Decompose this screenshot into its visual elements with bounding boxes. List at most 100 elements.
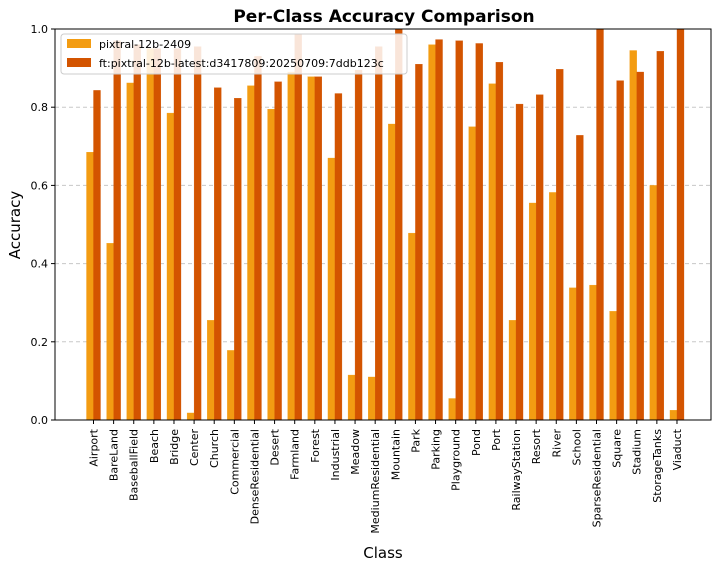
bar-2-railwaystation [515, 103, 524, 421]
bars [86, 28, 685, 421]
bar-1-park [408, 232, 416, 421]
bar-1-baseballfield [126, 82, 134, 421]
x-tick-label: Beach [148, 429, 161, 463]
bar-1-farmland [287, 71, 295, 421]
bar-1-sparseresidential [589, 284, 597, 421]
bar-1-railwaystation [508, 320, 517, 421]
legend-box [60, 33, 408, 75]
x-tick-label: Stadium [631, 429, 644, 475]
x-tick-label: DenseResidential [248, 429, 261, 524]
bar-1-school [569, 287, 577, 421]
bar-2-mountain [395, 28, 403, 421]
bar-1-viaduct [669, 410, 678, 421]
x-tick-label: StorageTanks [651, 429, 664, 503]
bar-1-bareland [106, 243, 114, 421]
bar-2-sparseresidential [596, 28, 604, 421]
bar-2-park [415, 64, 423, 421]
bar-2-industrial [334, 93, 343, 421]
bar-1-storagetanks [649, 185, 658, 421]
x-tick-label: BareLand [108, 429, 121, 481]
bar-2-viaduct [676, 28, 685, 421]
x-axis-title: Class [363, 544, 403, 562]
x-tick-label: Playground [450, 429, 463, 491]
x-axis-ticks: Airport BareLand BaseballField Beach Bridge C… [88, 420, 684, 534]
bar-1-church [207, 320, 215, 421]
bar-2-center [193, 46, 202, 421]
bar-2-church [214, 87, 222, 421]
bar-2-playground [455, 40, 463, 421]
bar-2-desert [274, 81, 282, 421]
bar-1-commercial [227, 350, 235, 421]
x-tick-label: Parking [430, 429, 443, 470]
bar-1-river [549, 192, 557, 421]
x-tick-label: Church [208, 429, 221, 468]
x-tick-label: Center [188, 429, 201, 467]
bar-2-denseresidential [254, 56, 262, 421]
bar-1-mediumresidential [368, 376, 376, 421]
x-tick-label: Park [409, 428, 422, 452]
x-tick-label: MediumResidential [369, 429, 382, 534]
bar-1-port [488, 83, 497, 421]
y-tick-label: 0.6 [31, 179, 49, 192]
bar-2-school [576, 135, 584, 421]
bar-1-square [609, 311, 617, 421]
bar-2-baseballfield [133, 44, 141, 421]
bar-1-beach [146, 48, 155, 421]
legend-swatch-series-2 [67, 58, 91, 67]
y-tick-label: 1.0 [31, 23, 49, 36]
legend: pixtral-12b-2409 ft:pixtral-12b-latest:d… [60, 33, 408, 75]
x-tick-label: BaseballField [128, 429, 141, 501]
bar-2-pond [475, 43, 483, 421]
bar-1-airport [86, 152, 94, 421]
y-axis-ticks: 0.0 0.2 0.4 0.6 0.8 1.0 [31, 23, 55, 427]
bar-2-stadium [636, 71, 644, 421]
bar-1-meadow [347, 374, 356, 421]
bar-2-commercial [234, 98, 242, 421]
bar-1-parking [428, 44, 436, 421]
x-tick-label: Square [611, 429, 624, 468]
x-tick-label: Pond [470, 429, 483, 456]
bar-2-bareland [113, 40, 121, 421]
bar-2-storagetanks [656, 51, 665, 421]
x-tick-label: Meadow [349, 429, 362, 475]
bar-1-mountain [388, 123, 396, 421]
x-tick-label: Farmland [289, 429, 302, 480]
x-tick-label: Resort [530, 428, 543, 464]
x-tick-label: Bridge [168, 429, 181, 465]
x-tick-label: SparseResidential [591, 429, 604, 527]
bar-1-playground [448, 398, 456, 421]
x-tick-label: Industrial [329, 429, 342, 481]
x-tick-label: Desert [269, 428, 282, 465]
legend-swatch-series-1 [67, 39, 91, 48]
bar-1-bridge [166, 112, 175, 421]
y-tick-label: 0.4 [31, 258, 49, 271]
bar-2-resort [535, 94, 544, 421]
x-tick-label: Airport [88, 428, 101, 466]
x-tick-label: RailwayStation [510, 429, 523, 511]
bar-2-river [556, 69, 564, 421]
y-axis-title: Accuracy [6, 191, 24, 260]
x-tick-label: Viaduct [671, 428, 684, 470]
bar-1-resort [528, 202, 537, 421]
bar-2-forest [314, 76, 322, 421]
x-tick-label: School [570, 429, 583, 466]
bar-1-pond [468, 126, 476, 421]
bar-1-center [186, 412, 195, 421]
y-tick-label: 0.0 [31, 414, 49, 427]
y-tick-label: 0.8 [31, 101, 49, 114]
bar-1-industrial [327, 157, 336, 421]
x-tick-label: Commercial [228, 429, 241, 495]
legend-label-series-2: ft:pixtral-12b-latest:d3417809:20250709:… [99, 57, 384, 70]
bar-2-bridge [173, 48, 182, 421]
plot-frame [54, 28, 712, 421]
bar-2-airport [93, 90, 101, 421]
bar-1-stadium [629, 50, 637, 421]
x-tick-label: Mountain [389, 429, 402, 480]
chart-title: Per-Class Accuracy Comparison [233, 7, 534, 27]
bar-1-denseresidential [247, 85, 255, 421]
legend-label-series-1: pixtral-12b-2409 [99, 38, 191, 51]
x-tick-label: River [550, 429, 563, 458]
bar-2-beach [153, 48, 162, 421]
bar-2-parking [435, 39, 443, 421]
